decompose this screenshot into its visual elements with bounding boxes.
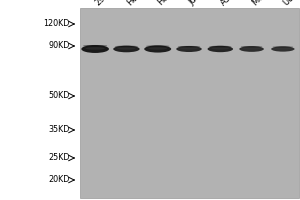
Text: U87: U87 <box>281 0 300 7</box>
Ellipse shape <box>273 46 293 47</box>
Bar <box>80 8 298 198</box>
Ellipse shape <box>271 46 295 52</box>
Text: 20KD: 20KD <box>48 176 70 184</box>
Ellipse shape <box>208 46 233 52</box>
Text: 120KD: 120KD <box>43 20 70 28</box>
Text: Jurkat: Jurkat <box>188 0 211 7</box>
Ellipse shape <box>212 47 229 50</box>
Ellipse shape <box>176 46 202 52</box>
Text: 35KD: 35KD <box>48 126 70 134</box>
Text: 25KD: 25KD <box>48 154 70 162</box>
Text: 90KD: 90KD <box>48 42 70 50</box>
Text: MCF-7: MCF-7 <box>250 0 275 7</box>
Text: HepG2: HepG2 <box>156 0 183 7</box>
Ellipse shape <box>83 45 107 47</box>
Ellipse shape <box>241 46 262 47</box>
Ellipse shape <box>81 45 109 53</box>
Ellipse shape <box>178 46 200 47</box>
Ellipse shape <box>117 47 136 50</box>
Ellipse shape <box>115 46 138 47</box>
Ellipse shape <box>148 47 167 50</box>
Ellipse shape <box>275 48 291 49</box>
Text: 293: 293 <box>94 0 111 7</box>
Ellipse shape <box>113 46 140 52</box>
Ellipse shape <box>243 48 260 50</box>
Ellipse shape <box>144 45 171 53</box>
Text: Hela: Hela <box>125 0 145 7</box>
Ellipse shape <box>239 46 264 52</box>
Text: A549: A549 <box>219 0 240 7</box>
Text: 50KD: 50KD <box>48 92 70 100</box>
Ellipse shape <box>146 45 169 47</box>
Ellipse shape <box>85 47 105 50</box>
Ellipse shape <box>209 46 232 47</box>
Ellipse shape <box>180 48 198 50</box>
